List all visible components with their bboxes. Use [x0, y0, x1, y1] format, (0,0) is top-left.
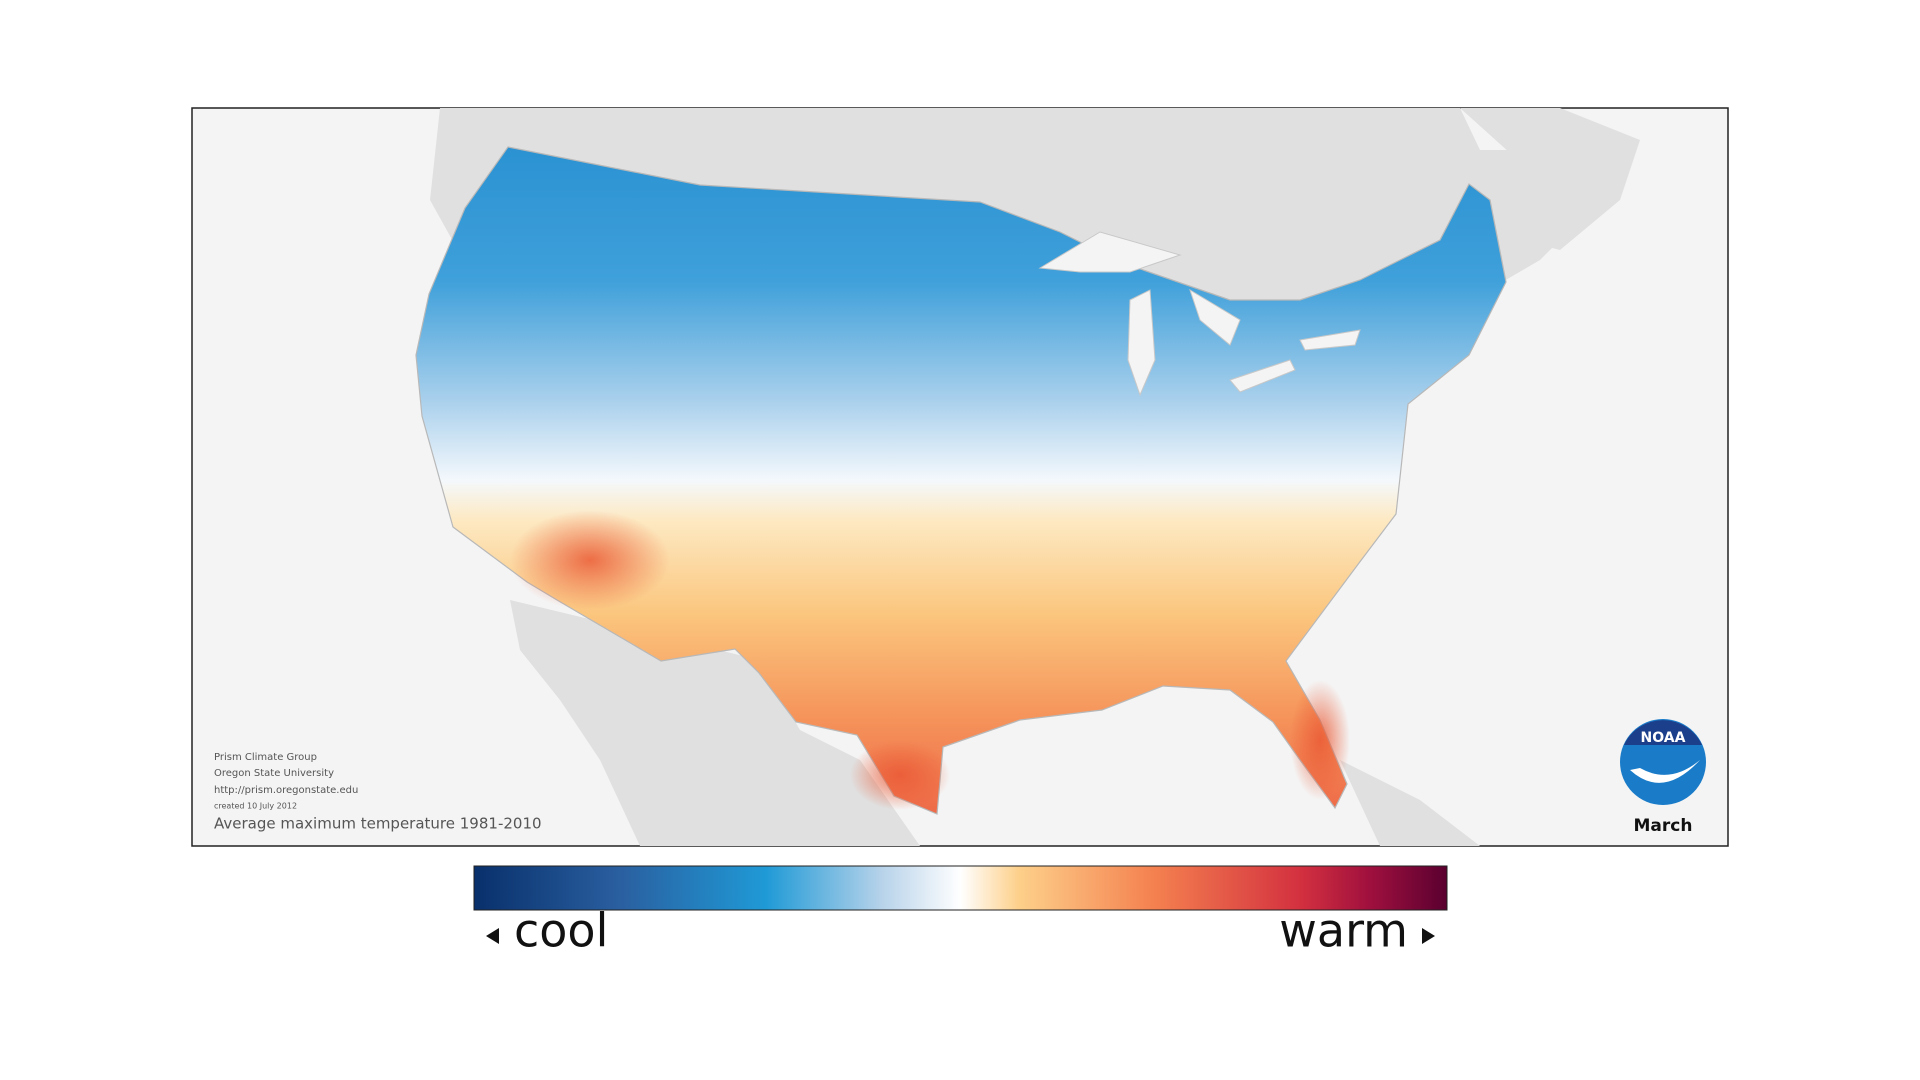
legend-low-label: cool	[514, 904, 608, 958]
logo-bird	[1630, 760, 1700, 783]
month-label: March	[1634, 816, 1693, 836]
logo-top	[1624, 720, 1702, 745]
credit-line: Oregon State University	[214, 768, 334, 779]
map-caption: Average maximum temperature 1981-2010	[214, 815, 542, 833]
florida-warm-area	[1290, 680, 1350, 800]
lake-huron	[1189, 288, 1241, 346]
lake-michigan	[1127, 289, 1156, 397]
texas-warm-area	[850, 740, 950, 810]
credit-line: created 10 July 2012	[214, 802, 297, 811]
canada-east	[1460, 108, 1640, 250]
southwest-warm-area	[510, 510, 670, 610]
lake-ontario	[1299, 329, 1361, 351]
great-lakes	[1038, 231, 1361, 397]
right-arrow	[1422, 928, 1435, 944]
left-arrow	[486, 928, 499, 944]
legend-high-label: warm	[1279, 904, 1408, 958]
color-scale	[473, 865, 1448, 911]
credit-line: Prism Climate Group	[214, 752, 317, 763]
mexico	[510, 600, 920, 846]
noaa-logo: NOAA	[1620, 719, 1706, 805]
caribbean	[1340, 760, 1480, 846]
lake-erie	[1229, 359, 1296, 393]
credit-line: http://prism.oregonstate.edu	[214, 785, 358, 796]
lake-superior	[1038, 231, 1182, 273]
credits: Prism Climate Group Oregon State Univers…	[214, 752, 358, 811]
logo-text: NOAA	[1641, 730, 1686, 746]
